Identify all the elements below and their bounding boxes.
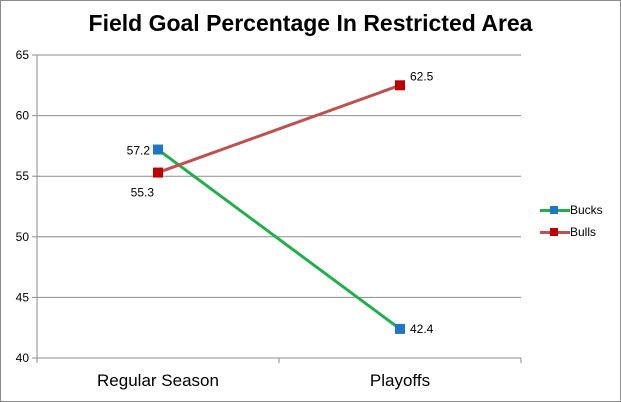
- y-tick-label-55: 55: [16, 169, 30, 183]
- marker-bulls-0: [153, 167, 163, 178]
- legend-swatch-bucks: [540, 206, 570, 214]
- y-tick-labels: 40 45 50 55 60 65: [16, 48, 30, 365]
- legend-label-bulls: Bulls: [570, 225, 597, 239]
- legend-swatch-bulls: [540, 228, 570, 236]
- legend-marker-bulls: [550, 228, 558, 236]
- x-tick-label-0: Regular Season: [97, 371, 219, 390]
- chart-title: Field Goal Percentage In Restricted Area: [88, 10, 533, 36]
- legend-marker-bucks: [550, 206, 558, 214]
- data-label-bucks-1: 42.4: [410, 322, 434, 336]
- axes: [32, 54, 522, 363]
- legend-item-bucks: Bucks: [540, 200, 620, 222]
- gridlines: [37, 54, 521, 298]
- data-label-bulls-0: 55.3: [131, 186, 155, 200]
- y-tick-label-65: 65: [16, 48, 30, 62]
- data-label-bulls-1: 62.5: [410, 69, 434, 83]
- data-labels: 57.2 42.4 55.3 62.5: [127, 69, 434, 336]
- x-tick-labels: Regular Season Playoffs: [97, 371, 430, 390]
- marker-bucks-1: [395, 323, 405, 334]
- legend-label-bucks: Bucks: [570, 203, 603, 217]
- x-tick-label-1: Playoffs: [370, 371, 430, 390]
- legend-item-bulls: Bulls: [540, 222, 620, 244]
- y-tick-label-50: 50: [16, 230, 30, 244]
- y-tick-label-40: 40: [16, 351, 30, 365]
- data-label-bucks-0: 57.2: [127, 144, 151, 158]
- marker-bucks-0: [153, 144, 163, 155]
- series-lines: [153, 80, 405, 334]
- y-tick-label-45: 45: [16, 290, 30, 304]
- legend: Bucks Bulls: [540, 200, 620, 244]
- series-line-bulls: [157, 83, 401, 174]
- marker-bulls-1: [395, 80, 405, 91]
- y-tick-label-60: 60: [16, 109, 30, 123]
- series-line-bucks: [157, 148, 401, 331]
